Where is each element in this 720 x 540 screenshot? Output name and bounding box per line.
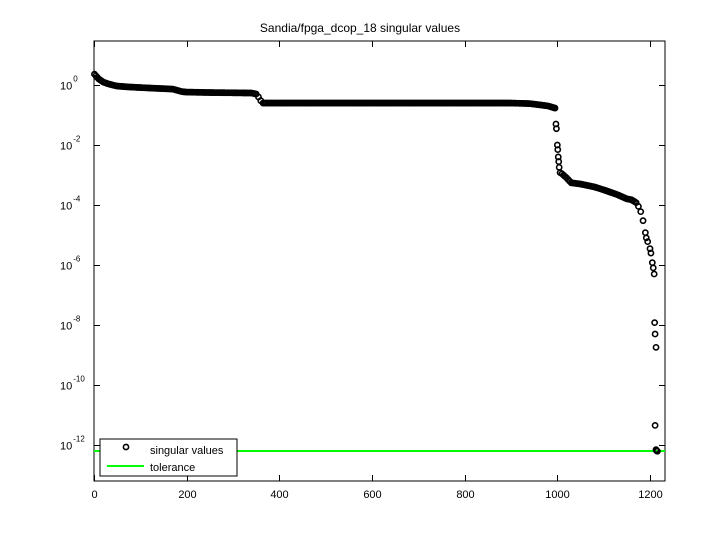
- legend-box: [99, 438, 238, 477]
- data-point-marker: [553, 125, 560, 133]
- data-point-marker: [654, 447, 661, 455]
- singular-values-series: [91, 70, 661, 455]
- plot-frame: [93, 40, 666, 482]
- data-point-marker: [652, 343, 660, 351]
- data-point-marker: [635, 202, 642, 210]
- data-point-marker: [648, 259, 656, 267]
- y-tick-label: 10-4: [60, 195, 81, 213]
- x-tick-label: 800: [456, 489, 474, 501]
- x-tick-label: 1200: [638, 489, 662, 501]
- data-point-marker: [647, 249, 655, 257]
- data-point-marker: [644, 238, 652, 246]
- circle-marker-icon: [122, 443, 130, 451]
- x-tick-label: 400: [270, 489, 288, 501]
- y-tick-label: 10-6: [60, 255, 81, 273]
- x-tick-label: 200: [178, 489, 196, 501]
- x-tick-label: 1000: [545, 489, 569, 501]
- data-point-marker: [641, 229, 649, 237]
- legend-label-singular-values: singular values: [150, 445, 224, 457]
- data-point-marker: [637, 208, 645, 216]
- data-point-marker: [651, 319, 659, 327]
- y-tick-label: 10-8: [60, 315, 81, 333]
- x-tick-label: 0: [91, 489, 97, 501]
- y-tick-label: 10-2: [60, 135, 81, 153]
- plot-axes: 0 200 400 600 800 1000 1200 100 10-2 10-4 10-6 10-8…: [60, 40, 666, 501]
- x-tick-label: 600: [363, 489, 381, 501]
- data-point-marker: [649, 264, 657, 272]
- y-tick-label: 100: [60, 75, 78, 93]
- data-point-marker: [650, 270, 658, 278]
- chart-title: Sandia/fpga_dcop_18 singular values: [259, 21, 461, 35]
- legend-label-tolerance: tolerance: [150, 462, 195, 474]
- data-point-marker: [639, 217, 647, 225]
- legend: singular values tolerance: [99, 438, 238, 477]
- data-point-marker: [651, 330, 659, 338]
- data-point-marker: [551, 104, 559, 112]
- y-tick-label: 10-12: [60, 435, 85, 453]
- y-tick-label: 10-10: [60, 375, 85, 393]
- data-point-marker: [554, 146, 562, 154]
- data-point-marker: [555, 163, 563, 171]
- data-point-marker: [651, 422, 659, 429]
- data-point-marker: [642, 234, 650, 242]
- data-point-marker: [555, 158, 563, 165]
